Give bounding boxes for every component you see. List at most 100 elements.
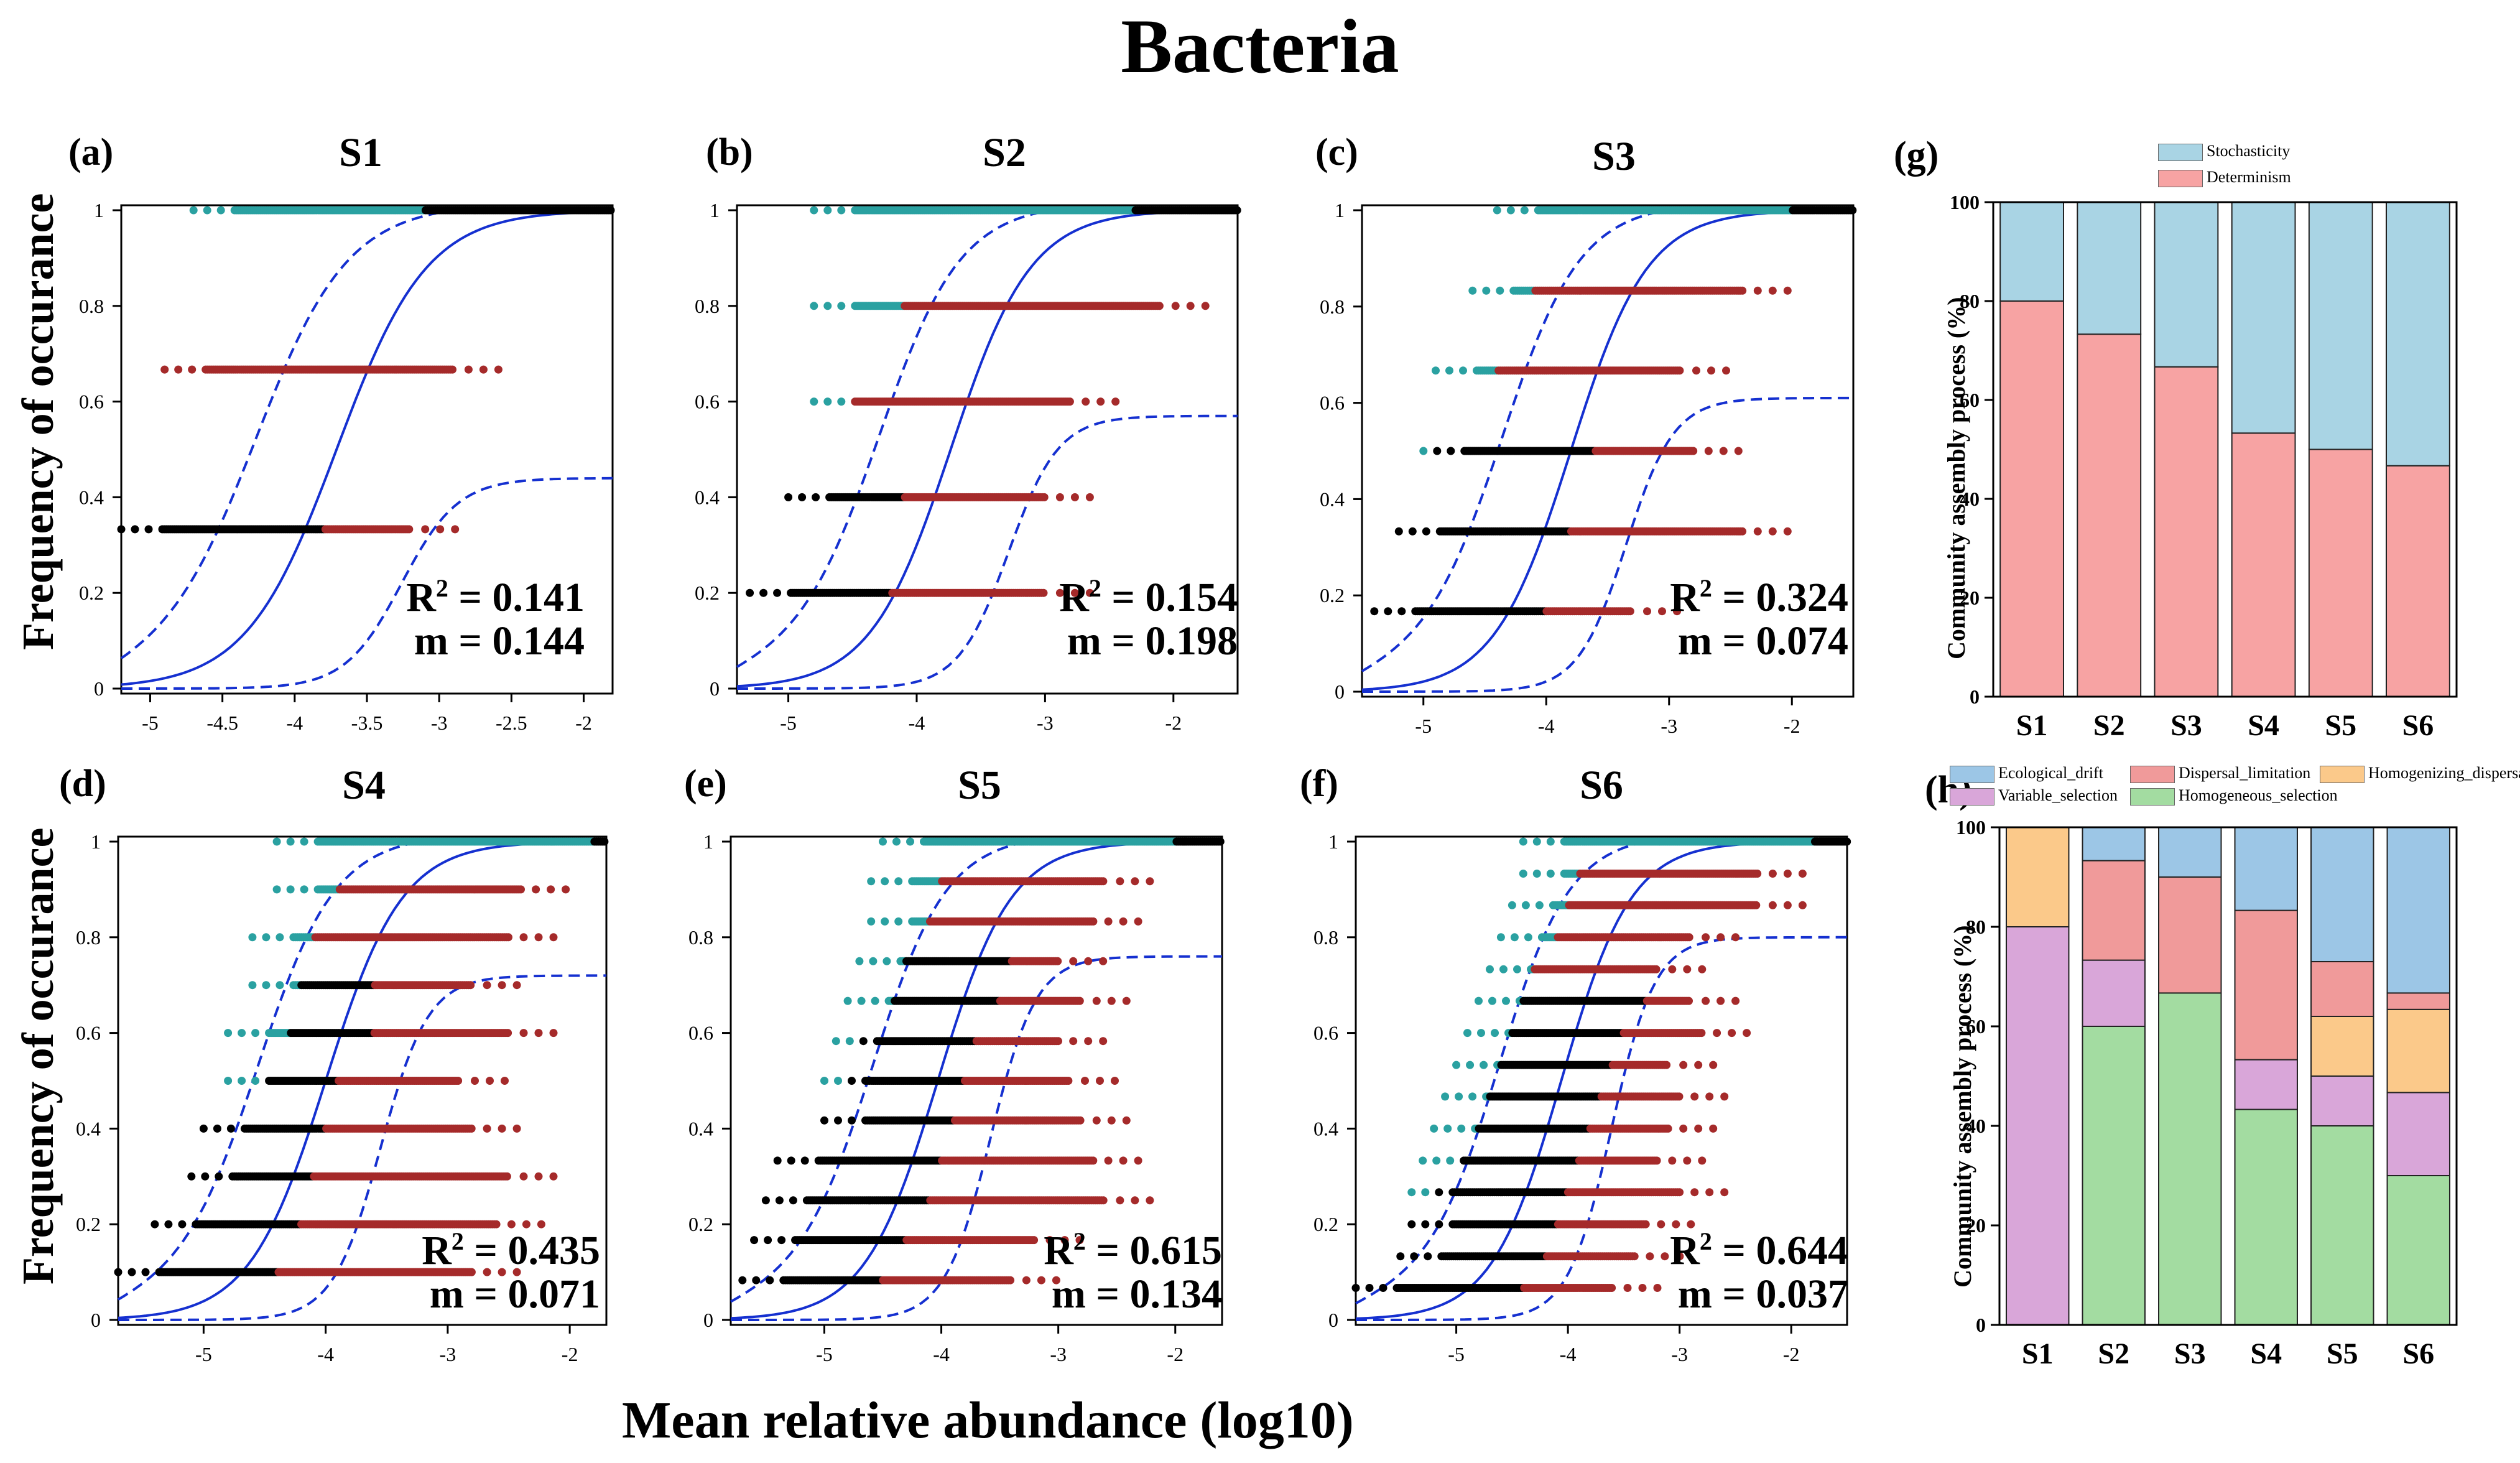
otu-point xyxy=(810,206,818,215)
y-tick-label: 0.4 xyxy=(688,1117,713,1140)
otu-point xyxy=(1082,397,1090,406)
otu-point xyxy=(436,525,445,534)
otu-point xyxy=(534,1172,543,1181)
y-tick-label: 1 xyxy=(1328,830,1338,853)
otu-point xyxy=(512,1268,521,1276)
otu-point xyxy=(224,1029,233,1038)
otu-point xyxy=(848,1116,856,1125)
otu-point xyxy=(857,996,866,1005)
y-tick-label: 0.4 xyxy=(76,1117,101,1140)
x-tick-label: -4 xyxy=(933,1343,950,1365)
otu-point xyxy=(1493,206,1501,215)
otu-point xyxy=(141,1268,150,1276)
otu-point xyxy=(1119,1156,1128,1165)
x-tick-label: -5 xyxy=(1415,715,1432,737)
otu-point xyxy=(1069,957,1078,965)
otu-point xyxy=(519,933,528,942)
scatter-plot-S3: 00.20.40.60.81-5 -4 -3 -2 xyxy=(1320,199,1857,737)
otu-point xyxy=(1201,302,1210,310)
otu-point xyxy=(879,837,887,846)
otu-point xyxy=(1107,996,1116,1005)
otu-point xyxy=(174,365,183,374)
otu-point xyxy=(843,996,852,1005)
y-tick-label: 0.6 xyxy=(79,391,104,413)
y-tick-label: 1 xyxy=(91,830,101,853)
otu-point xyxy=(405,525,414,534)
upper-ci-curve xyxy=(120,209,613,659)
otu-point xyxy=(1039,588,1048,597)
otu-point xyxy=(1410,1252,1419,1261)
otu-point xyxy=(1116,1196,1124,1205)
otu-point xyxy=(881,877,889,886)
otu-point xyxy=(823,397,832,406)
otu-point xyxy=(820,1077,828,1085)
y-tick-label: 0.8 xyxy=(79,295,104,317)
y-tick-label: 0.2 xyxy=(688,1213,713,1235)
otu-point xyxy=(1134,917,1142,926)
otu-point xyxy=(848,1077,856,1085)
y-tick-label: 0 xyxy=(1328,1309,1338,1331)
otu-point xyxy=(869,957,878,965)
otu-point xyxy=(1734,447,1743,455)
otu-point xyxy=(1768,527,1777,536)
otu-point xyxy=(1070,493,1079,501)
otu-point xyxy=(1396,1252,1405,1261)
x-tick-label: -3 xyxy=(1050,1343,1067,1365)
otu-point xyxy=(213,1124,221,1133)
otu-point xyxy=(1146,1196,1154,1205)
otu-point xyxy=(837,302,846,310)
otu-point xyxy=(1096,397,1105,406)
otu-point xyxy=(820,1116,828,1125)
otu-point xyxy=(517,885,525,894)
otu-point xyxy=(1432,366,1440,375)
otu-point xyxy=(773,588,782,597)
otu-point xyxy=(492,1220,501,1228)
otu-point xyxy=(1104,917,1113,926)
x-tick-label: -4 xyxy=(317,1343,334,1365)
otu-point xyxy=(1131,1196,1139,1205)
otu-point xyxy=(832,1037,840,1046)
otu-point xyxy=(784,493,793,501)
x-tick-label: -4 xyxy=(909,712,925,734)
otu-point xyxy=(738,1276,747,1284)
otu-point xyxy=(199,1124,208,1133)
otu-point xyxy=(1069,1037,1078,1046)
y-tick-label: 1 xyxy=(1335,199,1345,221)
otu-point xyxy=(1155,302,1164,310)
otu-point xyxy=(1675,366,1684,375)
otu-point xyxy=(483,1268,491,1276)
upper-ci-curve xyxy=(117,840,606,1301)
otu-point xyxy=(1119,917,1128,926)
otu-point xyxy=(251,1077,260,1085)
otu-point xyxy=(1459,366,1467,375)
y-tick-label: 0.8 xyxy=(1313,926,1338,949)
x-tick-label: -3 xyxy=(1037,712,1054,734)
otu-point xyxy=(761,1196,770,1205)
otu-point xyxy=(1075,996,1084,1005)
otu-point xyxy=(1447,447,1455,455)
otu-point xyxy=(1055,493,1064,501)
otu-point xyxy=(519,1172,528,1181)
otu-point xyxy=(1384,607,1392,616)
otu-point xyxy=(1081,1077,1089,1085)
otu-point xyxy=(1468,286,1477,295)
otu-point xyxy=(1064,1077,1073,1085)
otu-point xyxy=(448,365,456,374)
x-tick-label: -4 xyxy=(1538,715,1555,737)
otu-point xyxy=(467,1124,476,1133)
x-tick-label: -3 xyxy=(440,1343,456,1365)
otu-point xyxy=(187,1172,196,1181)
otu-point xyxy=(203,206,211,215)
y-tick-label: 0.2 xyxy=(695,582,720,604)
otu-point xyxy=(201,1172,210,1181)
y-tick-label: 0 xyxy=(91,1309,101,1331)
otu-point xyxy=(1104,1156,1113,1165)
otu-point xyxy=(504,933,512,942)
otu-point xyxy=(600,837,609,846)
otu-point xyxy=(1753,286,1762,295)
y-tick-label: 0.8 xyxy=(76,926,101,949)
otu-point xyxy=(1085,588,1094,597)
otu-point xyxy=(216,206,225,215)
otu-point xyxy=(117,525,126,534)
y-tick-label: 0 xyxy=(703,1309,713,1331)
